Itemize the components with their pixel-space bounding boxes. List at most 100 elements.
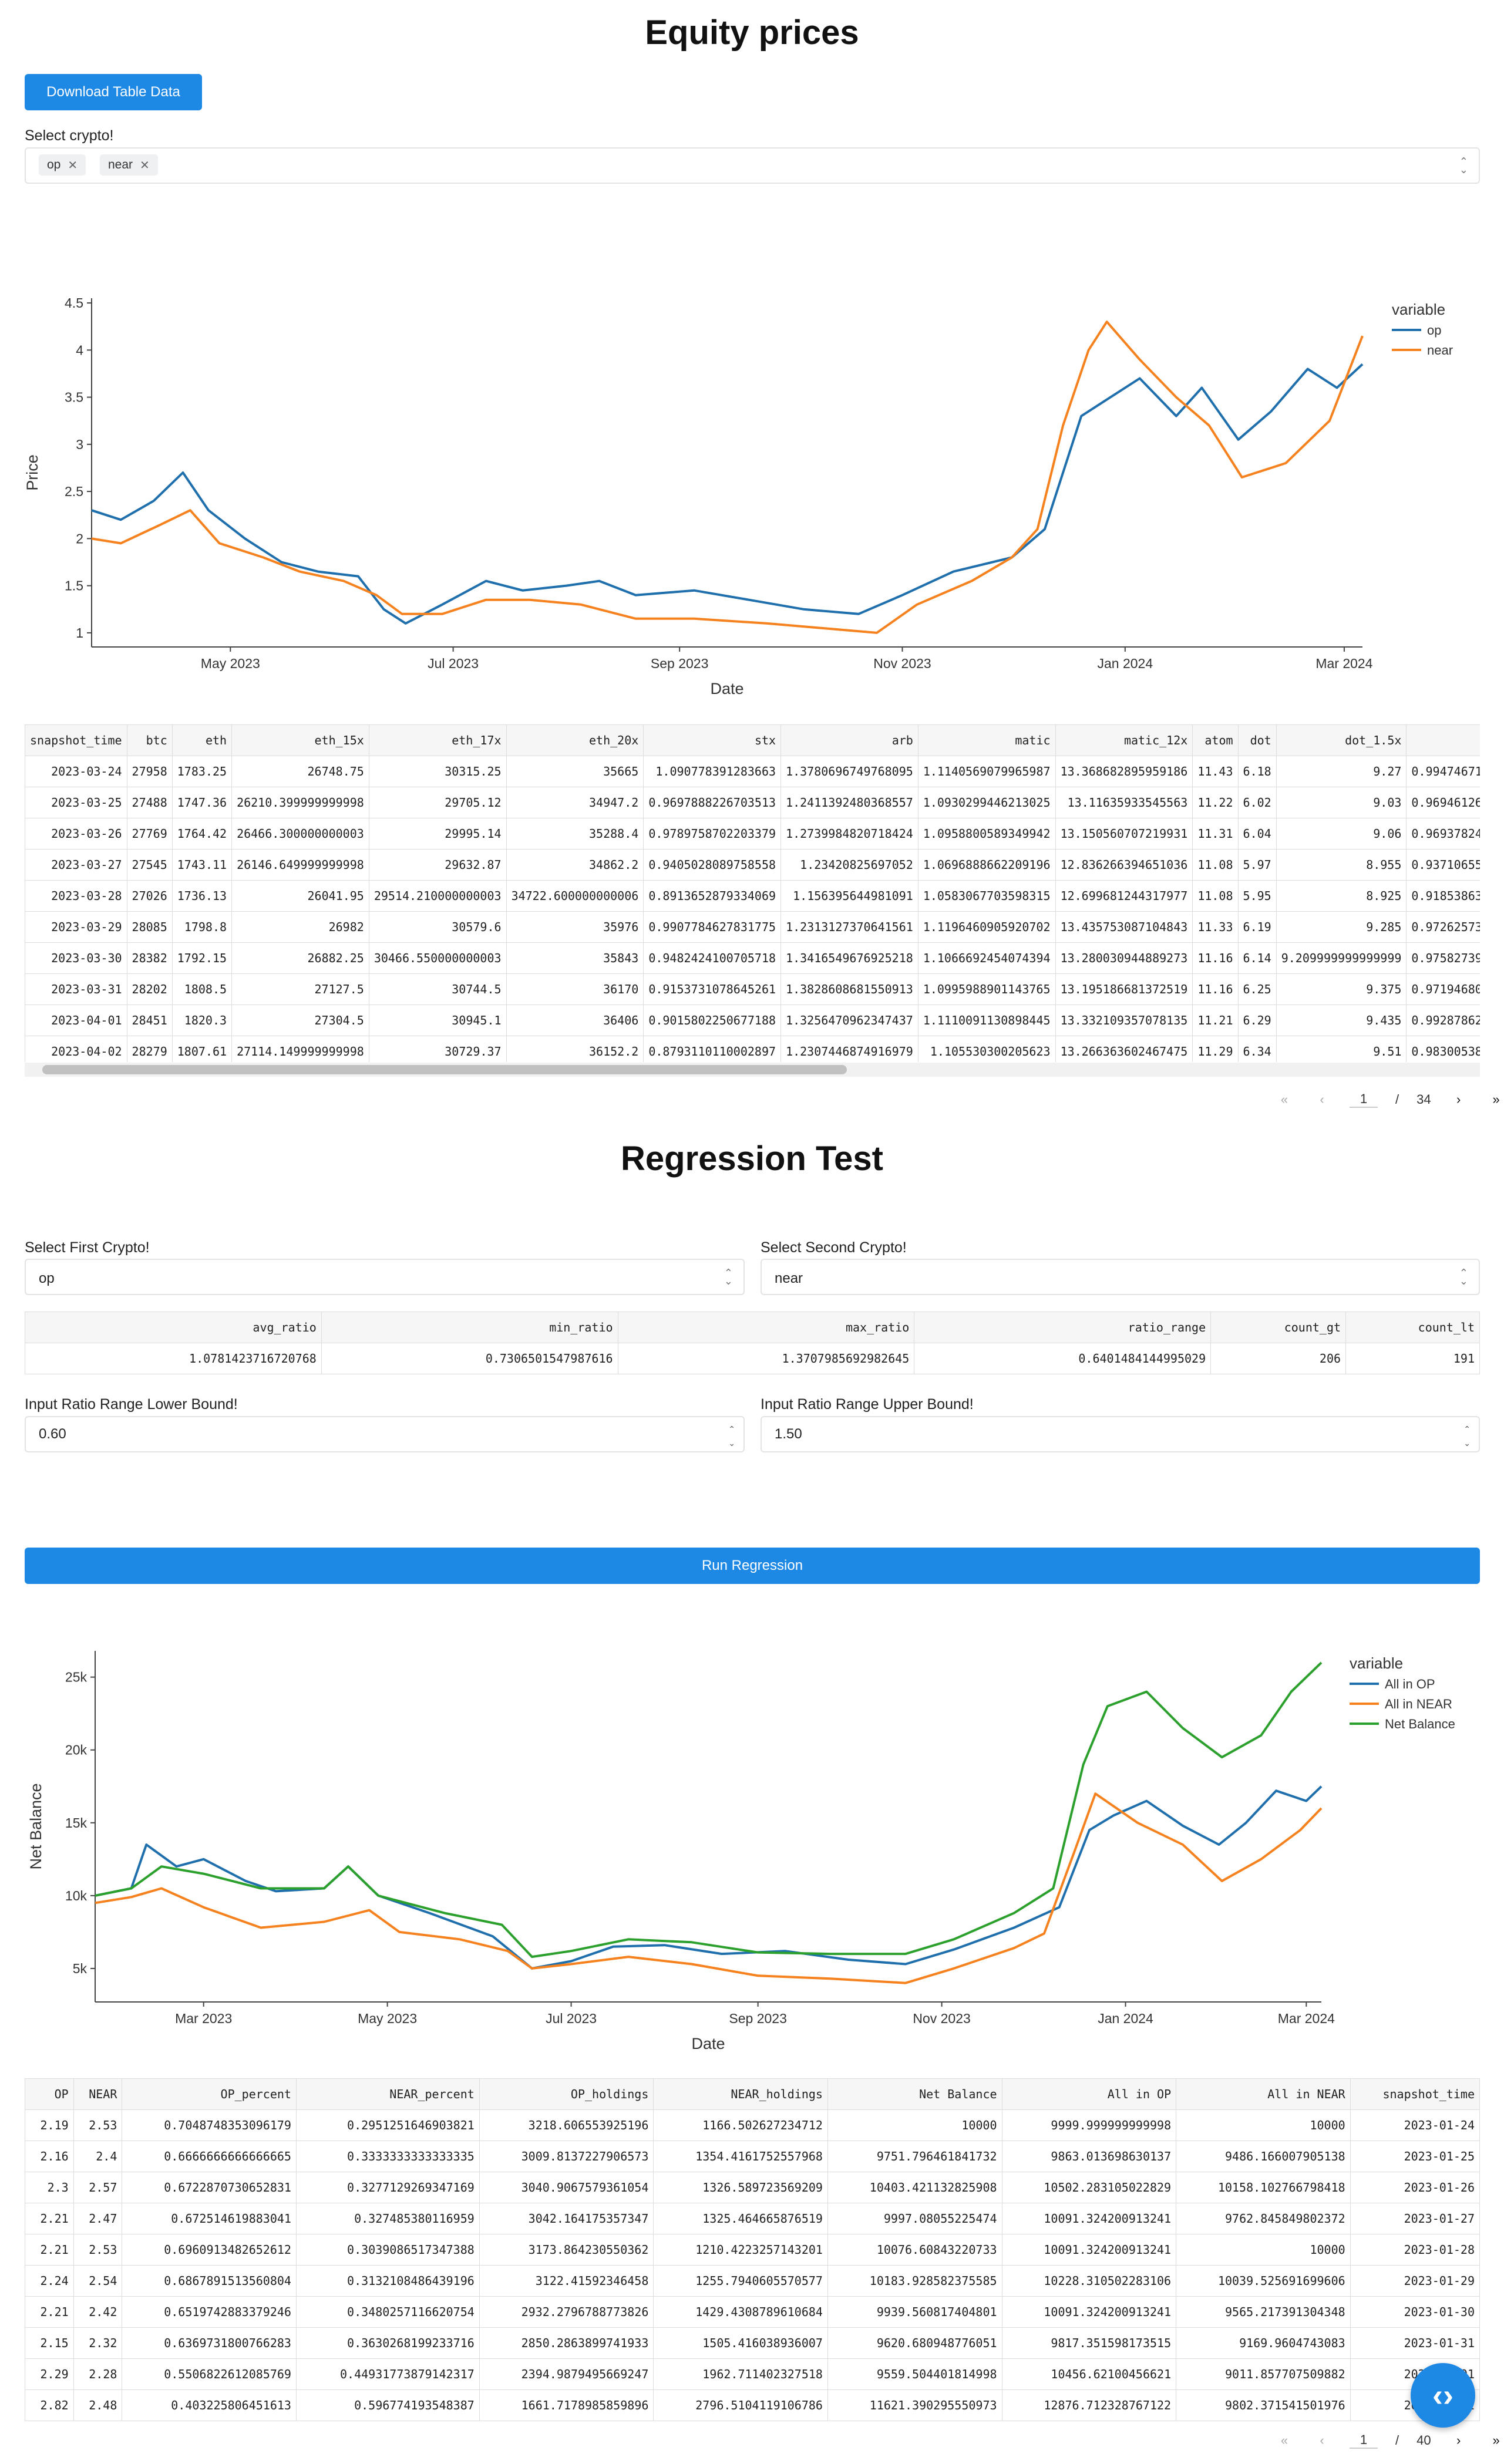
number-spinner-icon[interactable]: ⌃ ⌄ — [1463, 1424, 1471, 1448]
next-page-button[interactable]: › — [1456, 2433, 1461, 2448]
column-header[interactable]: OP — [25, 2078, 74, 2110]
y-axis-title: Price — [23, 454, 41, 491]
column-header[interactable]: matic — [917, 724, 1056, 756]
column-header[interactable]: btc — [126, 724, 173, 756]
series-line-all-in-op — [95, 1785, 1323, 1970]
table-cell: 9817.351598173515 — [1001, 2327, 1177, 2359]
table-cell: 11.08 — [1192, 880, 1239, 912]
table-cell: 1505.416038936007 — [653, 2327, 828, 2359]
column-header[interactable]: snapshot_time — [25, 724, 127, 756]
column-header[interactable]: avg_ratio — [25, 1312, 322, 1343]
column-header[interactable]: eth_17x — [368, 724, 507, 756]
lower-bound-input[interactable]: 0.60 ⌃ ⌄ — [25, 1416, 745, 1452]
page-number-input[interactable]: 1 — [1350, 1091, 1378, 1108]
table-cell: 1764.42 — [171, 818, 233, 850]
page-number-input[interactable]: 1 — [1350, 2432, 1378, 2449]
column-header[interactable]: min_ratio — [321, 1312, 618, 1343]
table-row: 2.82 2.48 0.403225806451613 0.5967741935483… — [25, 2389, 1480, 2421]
table-cell: 29705.12 — [368, 787, 507, 818]
table-cell: 1820.3 — [171, 1005, 233, 1036]
horizontal-scrollbar-thumb[interactable] — [42, 1065, 847, 1074]
column-header[interactable]: NEAR_holdings — [653, 2078, 828, 2110]
table-cell: 2932.2796788773826 — [479, 2296, 654, 2328]
prev-page-button[interactable]: ‹ — [1320, 1092, 1324, 1107]
run-regression-button[interactable]: Run Regression — [25, 1548, 1480, 1584]
y-tick-label: 3 — [76, 437, 83, 452]
first-crypto-select[interactable]: op ⌃ ⌄ — [25, 1259, 745, 1295]
y-tick-label: 2.5 — [65, 484, 83, 499]
column-header[interactable]: All in NEAR — [1176, 2078, 1351, 2110]
column-header[interactable]: matic_12x — [1055, 724, 1193, 756]
table-cell: 1661.7178985859896 — [479, 2389, 654, 2421]
table-cell: 0.3480257116620754 — [295, 2296, 480, 2328]
chip-op[interactable]: op ✕ — [39, 154, 86, 176]
table-cell: 191 — [1345, 1343, 1480, 1374]
code-brackets-icon[interactable]: ‹› — [1411, 2363, 1475, 2428]
table-cell: 11.21 — [1192, 1005, 1239, 1036]
horizontal-scrollbar-track[interactable] — [25, 1063, 1480, 1077]
last-page-button[interactable]: » — [1492, 2433, 1500, 2448]
last-page-button[interactable]: » — [1492, 1092, 1500, 1107]
second-crypto-select[interactable]: near ⌃ ⌄ — [761, 1259, 1480, 1295]
column-header[interactable]: OP_holdings — [479, 2078, 654, 2110]
table-cell: 3042.164175357347 — [479, 2203, 654, 2234]
first-page-button[interactable]: « — [1280, 2433, 1288, 2448]
table-cell: 0.6401484144995029 — [914, 1343, 1212, 1374]
table-cell: 1962.711402327518 — [653, 2358, 828, 2390]
table-cell: 30315.25 — [368, 756, 507, 787]
column-header[interactable]: eth_15x — [231, 724, 369, 756]
remove-chip-icon[interactable]: ✕ — [140, 159, 150, 172]
next-page-button[interactable]: › — [1456, 1092, 1461, 1107]
column-header[interactable]: ratio_range — [914, 1312, 1212, 1343]
column-header[interactable]: snapshot_time — [1350, 2078, 1480, 2110]
prev-page-button[interactable]: ‹ — [1320, 2433, 1324, 2448]
column-header[interactable]: eth_20x — [506, 724, 644, 756]
upper-bound-input[interactable]: 1.50 ⌃ ⌄ — [761, 1416, 1480, 1452]
regression-table: OP NEAR OP_percent NEAR_percent OP_holdings N… — [25, 2078, 1480, 2423]
table-cell: 2850.2863899741933 — [479, 2327, 654, 2359]
download-table-button[interactable]: Download Table Data — [25, 74, 202, 110]
table-cell: 0.9405028089758558 — [643, 849, 782, 881]
table-cell: 2.32 — [73, 2327, 123, 2359]
table-cell: 2.54 — [73, 2265, 123, 2297]
table-row: 2.21 2.47 0.672514619883041 0.3274853801169… — [25, 2203, 1480, 2234]
table-cell: 11.08 — [1192, 849, 1239, 881]
column-header[interactable]: count_gt — [1210, 1312, 1347, 1343]
table-cell: 2.29 — [25, 2358, 74, 2390]
column-header[interactable]: OP_percent — [122, 2078, 297, 2110]
first-page-button[interactable]: « — [1280, 1092, 1288, 1107]
table-cell: 0.6867891513560804 — [122, 2265, 297, 2297]
table-cell: 26982 — [231, 911, 369, 943]
column-header[interactable]: max_ratio — [617, 1312, 915, 1343]
table-row: 2.21 2.42 0.6519742883379246 0.348025711662… — [25, 2296, 1480, 2328]
column-header[interactable]: count_lt — [1345, 1312, 1480, 1343]
column-header[interactable]: arb — [780, 724, 918, 756]
column-header[interactable]: eth — [171, 724, 233, 756]
y-tick-label: 4 — [76, 342, 83, 358]
crypto-multiselect[interactable]: op ✕ near ✕ ⌃ ⌄ — [25, 147, 1480, 184]
column-header[interactable]: Net Balance — [827, 2078, 1002, 2110]
table-cell: 9762.845849802372 — [1176, 2203, 1351, 2234]
number-spinner-icon[interactable]: ⌃ ⌄ — [728, 1424, 735, 1448]
chevron-updown-icon[interactable]: ⌃ ⌄ — [1459, 1267, 1468, 1287]
regression-title: Regression Test — [621, 1140, 883, 1178]
net-balance-line-chart: 5k 10k 15k 20k 25k Mar 2023 May 2023 Jul 2023 Se… — [27, 1651, 1455, 2052]
remove-chip-icon[interactable]: ✕ — [68, 159, 78, 172]
column-header[interactable]: NEAR — [73, 2078, 123, 2110]
table-cell: 1.0930299446213025 — [917, 787, 1056, 818]
column-header[interactable]: atom — [1192, 724, 1239, 756]
column-header[interactable]: dot_1.5x — [1276, 724, 1407, 756]
column-header[interactable]: stx — [643, 724, 782, 756]
table-cell: 9620.680948776051 — [827, 2327, 1002, 2359]
chevron-updown-icon[interactable]: ⌃ ⌄ — [1459, 156, 1468, 176]
table-cell: 2023-01-30 — [1350, 2296, 1480, 2328]
column-header[interactable]: NEAR_percent — [295, 2078, 480, 2110]
chip-near[interactable]: near ✕ — [100, 154, 158, 176]
table-cell: 30945.1 — [368, 1005, 507, 1036]
table-row: 2023-04-02 28279 1807.61 27114.149999999998… — [25, 1036, 1480, 1062]
column-header[interactable]: dot — [1237, 724, 1277, 756]
column-header[interactable] — [1406, 724, 1480, 756]
table-cell: 9.435 — [1276, 1005, 1407, 1036]
chevron-updown-icon[interactable]: ⌃ ⌄ — [724, 1267, 733, 1287]
column-header[interactable]: All in OP — [1001, 2078, 1177, 2110]
